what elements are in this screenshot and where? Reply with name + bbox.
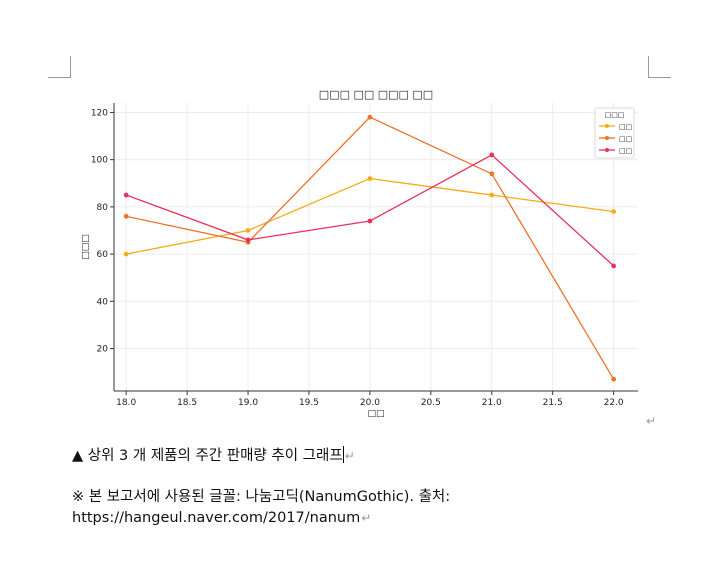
x-tick-label: 22.0: [604, 398, 624, 408]
data-point: [367, 176, 373, 181]
line-chart: 18.0 18.5 19.0 19.5 20.0 20.5 21.0 21.5 22.0 20 40…: [81, 88, 638, 419]
legend-label: □□: [619, 147, 632, 155]
x-tick-label: 19.5: [299, 398, 319, 408]
source-url-text: https://hangeul.naver.com/2017/nanum: [72, 510, 361, 526]
data-point: [123, 251, 129, 257]
y-tick-label: 20: [97, 345, 109, 355]
data-point: [367, 114, 373, 120]
legend-marker: [605, 148, 609, 152]
legend-box: [594, 107, 635, 159]
y-tick-label: 100: [91, 156, 108, 166]
x-tick-label: 20.0: [360, 398, 380, 408]
data-point: [367, 218, 373, 224]
font-note-line-1[interactable]: ※ 본 보고서에 사용된 글꼴: 나눔고딕(NanumGothic). 출처:: [72, 485, 450, 506]
data-point: [245, 228, 251, 233]
data-point: [123, 213, 129, 219]
data-point: [245, 237, 251, 243]
x-tick-label: 19.0: [238, 398, 258, 408]
data-point: [611, 209, 617, 214]
legend-label: □□: [619, 123, 632, 131]
x-tick-label: 21.5: [543, 398, 563, 408]
data-point: [489, 192, 495, 198]
paragraph-mark-icon: ↵: [646, 414, 657, 428]
y-tick-label: 60: [97, 250, 109, 260]
legend-title: □□□: [605, 111, 625, 119]
y-tick-label: 80: [97, 203, 109, 213]
data-point: [489, 171, 495, 177]
legend-marker: [605, 136, 609, 140]
data-point: [611, 263, 617, 269]
legend-label: □□: [619, 135, 632, 143]
chart-title: □□□ □□ □□□ □□: [319, 88, 433, 101]
x-tick-label: 21.0: [482, 398, 502, 408]
x-tick-label: 18.5: [177, 398, 197, 408]
font-note-line-2[interactable]: https://hangeul.naver.com/2017/nanum↵: [72, 510, 371, 526]
font-note-text: ※ 본 보고서에 사용된 글꼴: 나눔고딕(NanumGothic). 출처:: [72, 489, 451, 505]
y-tick-label: 40: [97, 297, 109, 307]
crop-mark-top-right: [648, 56, 671, 78]
data-point: [123, 192, 129, 198]
caption-text: ▲ 상위 3 개 제품의 주간 판매량 추이 그래프: [72, 448, 343, 464]
paragraph-mark-icon: ↵: [344, 449, 355, 463]
legend-marker: [605, 124, 609, 128]
figure-caption[interactable]: ▲ 상위 3 개 제품의 주간 판매량 추이 그래프 ↵: [72, 444, 355, 465]
crop-mark-top-left: [48, 56, 71, 78]
text-cursor: [342, 446, 344, 463]
data-point: [489, 152, 495, 158]
y-axis-label: □□□: [81, 234, 91, 260]
y-tick-label: 120: [91, 108, 108, 118]
data-point: [611, 376, 617, 382]
x-tick-label: 18.0: [116, 398, 136, 408]
x-tick-label: 20.5: [421, 398, 441, 408]
x-axis-label: □□: [367, 409, 384, 419]
paragraph-mark-icon: ↵: [361, 511, 372, 525]
